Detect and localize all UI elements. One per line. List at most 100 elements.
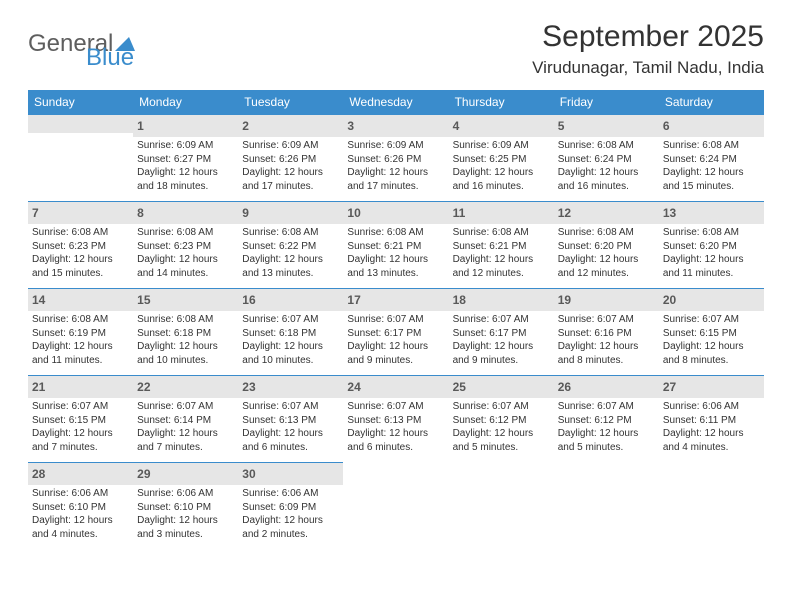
day-number: 7 (32, 206, 39, 220)
day-num-row: 18 (449, 289, 554, 311)
day-header: Tuesday (238, 90, 343, 114)
day-daylight1: Daylight: 12 hours (137, 253, 234, 267)
day-cell: 28Sunrise: 6:06 AMSunset: 6:10 PMDayligh… (28, 462, 133, 549)
day-sunset: Sunset: 6:18 PM (137, 327, 234, 341)
day-daylight2: and 13 minutes. (242, 267, 339, 281)
day-num-row: 9 (238, 202, 343, 224)
day-cell: 24Sunrise: 6:07 AMSunset: 6:13 PMDayligh… (343, 375, 448, 462)
day-num-row: 30 (238, 463, 343, 485)
day-cell: 20Sunrise: 6:07 AMSunset: 6:15 PMDayligh… (659, 288, 764, 375)
day-sunrise: Sunrise: 6:07 AM (558, 313, 655, 327)
logo: General Blue (28, 30, 135, 58)
day-daylight2: and 8 minutes. (663, 354, 760, 368)
day-number: 16 (242, 293, 255, 307)
day-cell (554, 462, 659, 549)
day-num-row: 14 (28, 289, 133, 311)
day-cell: 19Sunrise: 6:07 AMSunset: 6:16 PMDayligh… (554, 288, 659, 375)
day-num-row: 16 (238, 289, 343, 311)
day-sunset: Sunset: 6:21 PM (453, 240, 550, 254)
day-daylight2: and 5 minutes. (453, 441, 550, 455)
day-cell: 4Sunrise: 6:09 AMSunset: 6:25 PMDaylight… (449, 114, 554, 201)
day-sunset: Sunset: 6:12 PM (453, 414, 550, 428)
day-daylight1: Daylight: 12 hours (137, 340, 234, 354)
day-daylight2: and 17 minutes. (242, 180, 339, 194)
month-title: September 2025 (532, 20, 764, 54)
day-sunrise: Sunrise: 6:06 AM (663, 400, 760, 414)
calendar-grid: SundayMondayTuesdayWednesdayThursdayFrid… (28, 90, 764, 549)
day-daylight1: Daylight: 12 hours (137, 514, 234, 528)
day-daylight1: Daylight: 12 hours (137, 427, 234, 441)
day-num-row: 19 (554, 289, 659, 311)
day-sunset: Sunset: 6:24 PM (663, 153, 760, 167)
day-daylight1: Daylight: 12 hours (663, 166, 760, 180)
day-number: 12 (558, 206, 571, 220)
day-sunrise: Sunrise: 6:07 AM (32, 400, 129, 414)
day-daylight2: and 9 minutes. (347, 354, 444, 368)
day-number: 19 (558, 293, 571, 307)
day-cell: 18Sunrise: 6:07 AMSunset: 6:17 PMDayligh… (449, 288, 554, 375)
day-sunrise: Sunrise: 6:08 AM (242, 226, 339, 240)
day-daylight2: and 7 minutes. (137, 441, 234, 455)
day-num-row: 22 (133, 376, 238, 398)
day-daylight1: Daylight: 12 hours (558, 427, 655, 441)
day-cell: 1Sunrise: 6:09 AMSunset: 6:27 PMDaylight… (133, 114, 238, 201)
day-sunset: Sunset: 6:10 PM (32, 501, 129, 515)
day-sunrise: Sunrise: 6:07 AM (558, 400, 655, 414)
day-sunset: Sunset: 6:26 PM (242, 153, 339, 167)
day-num-row: 24 (343, 376, 448, 398)
day-number: 20 (663, 293, 676, 307)
day-daylight1: Daylight: 12 hours (347, 340, 444, 354)
day-sunrise: Sunrise: 6:07 AM (137, 400, 234, 414)
day-num-row: 25 (449, 376, 554, 398)
day-number: 21 (32, 380, 45, 394)
day-daylight1: Daylight: 12 hours (558, 253, 655, 267)
day-sunset: Sunset: 6:17 PM (453, 327, 550, 341)
day-sunrise: Sunrise: 6:07 AM (453, 313, 550, 327)
day-number: 13 (663, 206, 676, 220)
day-number: 9 (242, 206, 249, 220)
day-number: 10 (347, 206, 360, 220)
day-daylight2: and 6 minutes. (347, 441, 444, 455)
day-number: 17 (347, 293, 360, 307)
day-daylight2: and 15 minutes. (32, 267, 129, 281)
day-sunset: Sunset: 6:16 PM (558, 327, 655, 341)
day-number: 5 (558, 119, 565, 133)
day-num-row: 15 (133, 289, 238, 311)
day-num-row: 13 (659, 202, 764, 224)
day-sunrise: Sunrise: 6:07 AM (242, 313, 339, 327)
day-daylight2: and 12 minutes. (453, 267, 550, 281)
day-header: Wednesday (343, 90, 448, 114)
day-cell (659, 462, 764, 549)
day-sunrise: Sunrise: 6:08 AM (558, 226, 655, 240)
day-daylight2: and 5 minutes. (558, 441, 655, 455)
day-daylight2: and 11 minutes. (32, 354, 129, 368)
day-sunrise: Sunrise: 6:07 AM (347, 313, 444, 327)
day-num-row: 21 (28, 376, 133, 398)
header: General Blue September 2025 Virudunagar,… (28, 20, 764, 78)
day-sunrise: Sunrise: 6:08 AM (663, 139, 760, 153)
day-cell: 11Sunrise: 6:08 AMSunset: 6:21 PMDayligh… (449, 201, 554, 288)
day-num-row: 29 (133, 463, 238, 485)
day-number: 11 (453, 206, 466, 220)
day-cell: 7Sunrise: 6:08 AMSunset: 6:23 PMDaylight… (28, 201, 133, 288)
day-sunset: Sunset: 6:20 PM (558, 240, 655, 254)
day-header: Saturday (659, 90, 764, 114)
day-daylight2: and 16 minutes. (558, 180, 655, 194)
day-sunrise: Sunrise: 6:06 AM (137, 487, 234, 501)
day-sunrise: Sunrise: 6:08 AM (32, 226, 129, 240)
day-daylight2: and 9 minutes. (453, 354, 550, 368)
day-sunset: Sunset: 6:24 PM (558, 153, 655, 167)
day-num-row (28, 115, 133, 133)
day-daylight1: Daylight: 12 hours (32, 253, 129, 267)
day-header: Sunday (28, 90, 133, 114)
day-daylight2: and 14 minutes. (137, 267, 234, 281)
day-daylight1: Daylight: 12 hours (453, 166, 550, 180)
day-number: 8 (137, 206, 144, 220)
day-number: 29 (137, 467, 150, 481)
day-cell: 21Sunrise: 6:07 AMSunset: 6:15 PMDayligh… (28, 375, 133, 462)
day-sunset: Sunset: 6:10 PM (137, 501, 234, 515)
day-daylight1: Daylight: 12 hours (137, 166, 234, 180)
day-num-row: 7 (28, 202, 133, 224)
day-cell: 3Sunrise: 6:09 AMSunset: 6:26 PMDaylight… (343, 114, 448, 201)
day-sunset: Sunset: 6:20 PM (663, 240, 760, 254)
